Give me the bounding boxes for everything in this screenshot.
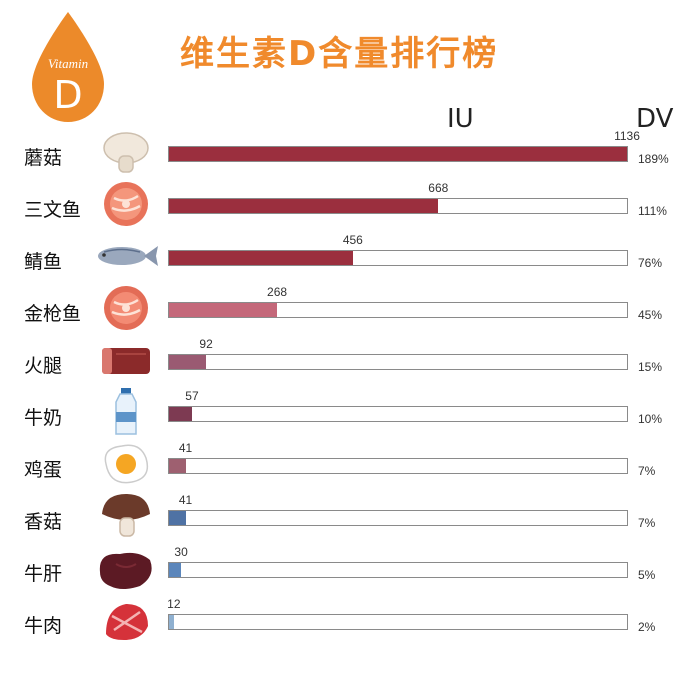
iu-value-label: 456 — [342, 233, 363, 247]
fried-egg-icon — [92, 438, 160, 490]
salmon-steak-icon — [92, 178, 160, 230]
bar — [169, 563, 182, 577]
beef-icon — [92, 594, 160, 646]
bar — [169, 147, 627, 161]
ham-icon — [92, 334, 160, 386]
bar — [169, 303, 278, 317]
iu-value-label: 30 — [174, 545, 188, 559]
bar — [169, 199, 439, 213]
iu-value-label: 268 — [267, 285, 288, 299]
bar-row: 牛肝 30 5% — [0, 542, 692, 590]
dv-value-label: 5% — [638, 568, 656, 582]
bar-track — [168, 406, 628, 422]
bar-row: 牛奶 57 10% — [0, 386, 692, 435]
dv-value-label: 189% — [638, 152, 669, 166]
bar-row: 鸡蛋 41 7% — [0, 438, 692, 486]
category-label: 金枪鱼 — [24, 303, 82, 325]
iu-value-label: 41 — [178, 441, 193, 455]
bar-row: 香菇 41 7% — [0, 490, 692, 538]
shiitake-icon — [92, 490, 160, 542]
bar-track — [168, 562, 628, 578]
liver-icon — [92, 542, 160, 594]
bar-track — [168, 302, 628, 318]
category-label: 香菇 — [24, 511, 63, 533]
iu-column-header: IU — [447, 104, 474, 134]
bar-track — [168, 250, 628, 266]
category-label: 牛肉 — [24, 615, 63, 637]
iu-value-label: 668 — [428, 181, 449, 195]
dv-value-label: 111% — [638, 204, 667, 218]
iu-value-label: 41 — [178, 493, 193, 507]
dv-value-label: 45% — [638, 308, 663, 322]
category-label: 蘑菇 — [24, 147, 63, 169]
mushroom-icon — [92, 126, 160, 178]
iu-value-label: 92 — [199, 337, 213, 351]
badge-label: Vitamin — [48, 56, 88, 71]
bar-track — [168, 354, 628, 370]
category-label: 牛肝 — [24, 563, 63, 585]
bar-track — [168, 146, 628, 162]
dv-value-label: 7% — [638, 464, 656, 478]
bar — [169, 407, 192, 421]
bar — [169, 251, 353, 265]
tuna-steak-icon — [92, 282, 160, 334]
category-label: 火腿 — [24, 355, 63, 377]
mackerel-icon — [92, 230, 160, 282]
bar — [169, 459, 186, 473]
bar-track — [168, 510, 628, 526]
chart-title: 维生素D含量排行榜 — [180, 34, 499, 74]
dv-value-label: 7% — [638, 516, 656, 530]
iu-value-label: 12 — [167, 597, 181, 611]
bar — [169, 355, 207, 369]
milk-bottle-icon — [92, 386, 160, 438]
category-label: 鸡蛋 — [24, 459, 63, 481]
bar-track — [168, 614, 628, 630]
dv-value-label: 76% — [638, 256, 663, 270]
bar-row: 火腿 92 15% — [0, 334, 692, 382]
dv-value-label: 2% — [638, 620, 656, 634]
bar-row: 蘑菇 1136 189% — [0, 126, 692, 174]
bar-row: 牛肉 12 2% — [0, 594, 692, 642]
bar — [169, 511, 186, 525]
iu-value-label: 57 — [185, 389, 199, 403]
category-label: 三文鱼 — [24, 199, 82, 221]
bar-row: 鲭鱼 456 76% — [0, 230, 692, 278]
bar-row: 金枪鱼 268 45% — [0, 282, 692, 330]
dv-value-label: 15% — [638, 360, 663, 374]
droplet-icon: Vitamin D — [32, 12, 104, 122]
dv-value-label: 10% — [638, 412, 663, 426]
bar-row: 三文鱼 668 111% — [0, 178, 692, 226]
bar-track — [168, 458, 628, 474]
dv-column-header: DV — [636, 104, 674, 134]
category-label: 牛奶 — [24, 407, 63, 429]
vitamin-d-badge: Vitamin D — [22, 8, 114, 128]
category-label: 鲭鱼 — [24, 251, 63, 273]
bar-track — [168, 198, 628, 214]
bar — [169, 615, 174, 629]
iu-value-label: 1136 — [614, 129, 640, 143]
badge-letter: D — [53, 73, 82, 117]
